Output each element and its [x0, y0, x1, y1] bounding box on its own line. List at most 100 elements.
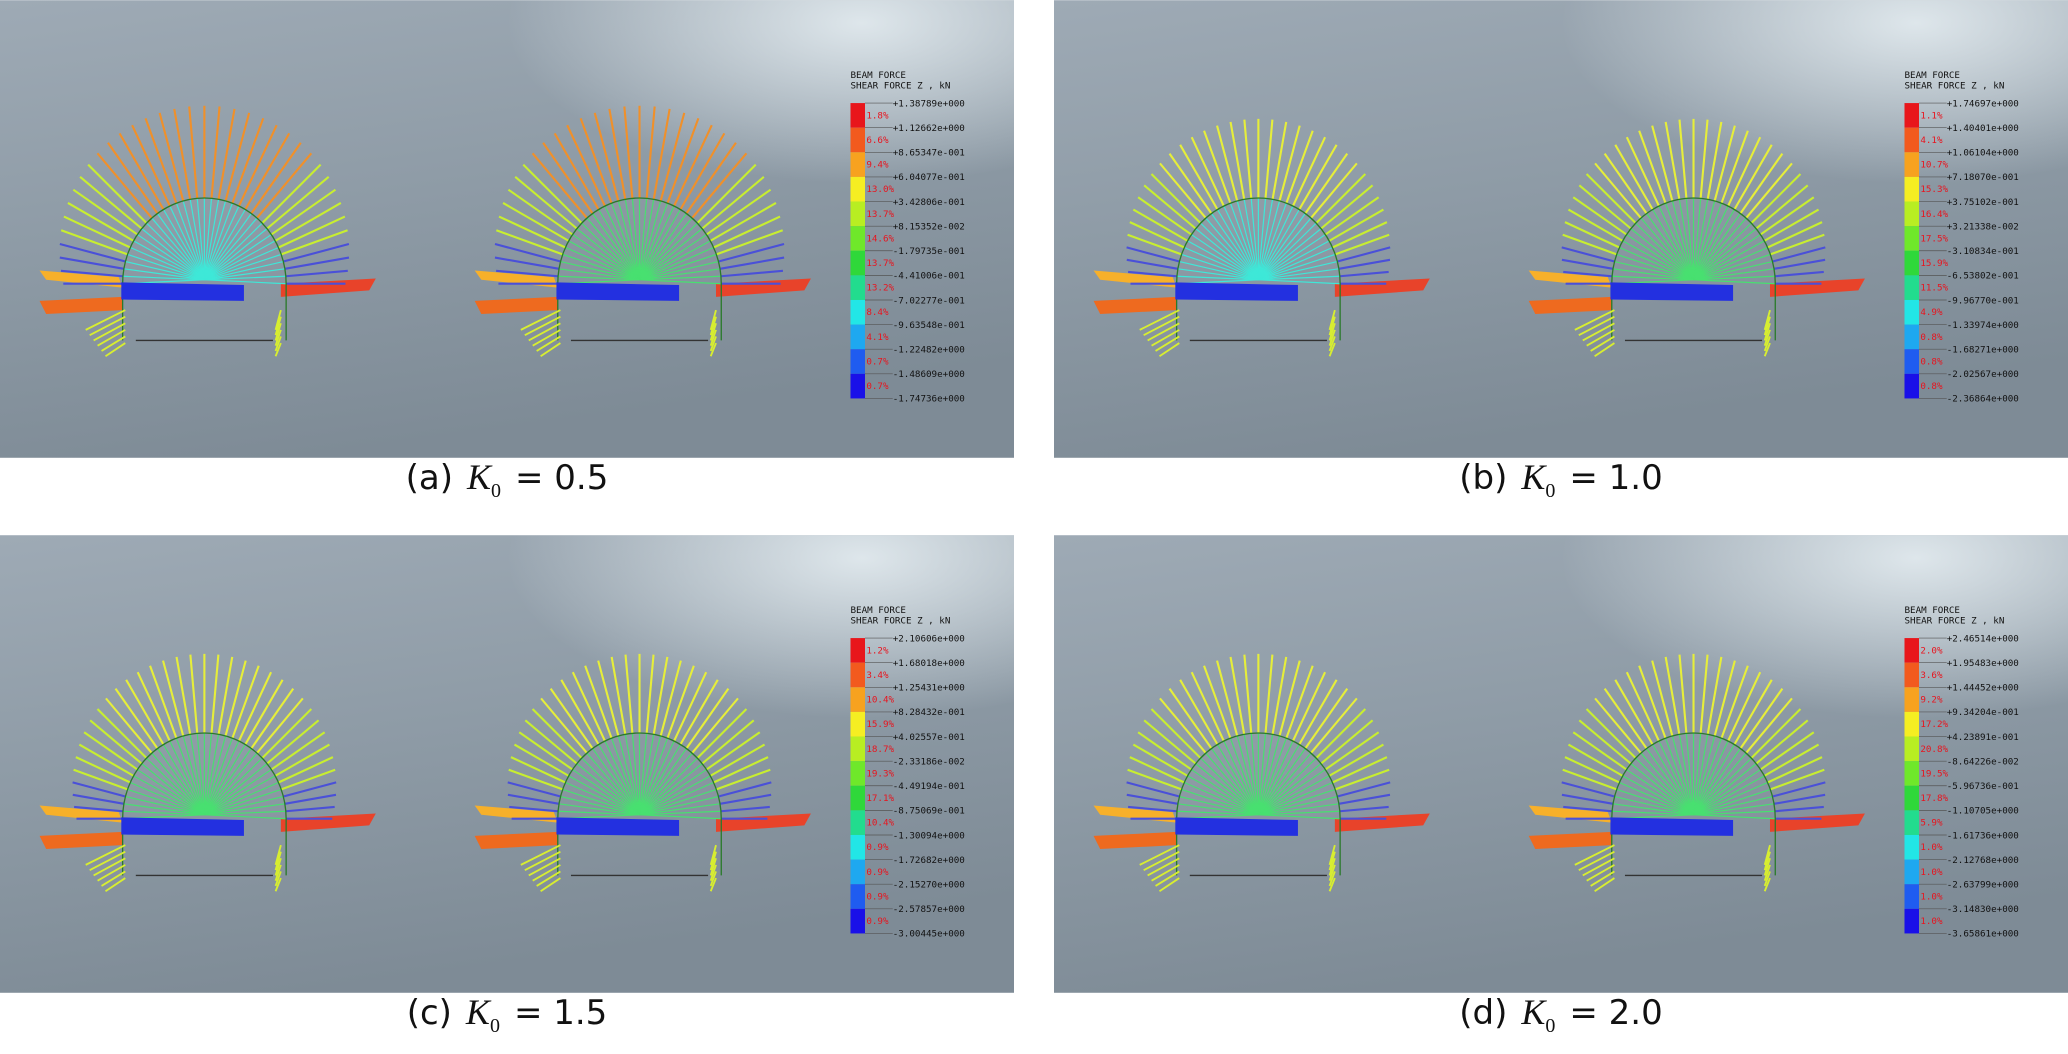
- outer-vector: [1767, 221, 1823, 249]
- legend-level: -1.68271e+000: [1947, 345, 2019, 356]
- outer-vector: [531, 708, 583, 759]
- inner-vector: [204, 240, 276, 281]
- inner-vector: [1243, 734, 1259, 815]
- inner-vector: [1250, 198, 1259, 280]
- outer-vector: [1727, 136, 1762, 207]
- outer-vector: [691, 152, 748, 219]
- inner-vector: [1685, 733, 1695, 815]
- outer-vector: [217, 656, 234, 735]
- inner-vector: [1200, 222, 1259, 281]
- inner-vector: [1236, 200, 1259, 280]
- inner-vector: [1658, 205, 1695, 281]
- outer-vector: [679, 679, 719, 746]
- outer-vector: [72, 188, 139, 236]
- inner-vector: [1257, 217, 1312, 281]
- inner-vector: [1257, 199, 1274, 280]
- inner-vector: [1258, 769, 1326, 816]
- inner-vector: [204, 803, 285, 816]
- outer-vector: [1332, 221, 1388, 249]
- outer-vector: [73, 768, 128, 791]
- legend-title: SHEAR FORCE Z , kN: [1904, 616, 2004, 627]
- inner-vector: [151, 217, 205, 281]
- outer-vector: [1243, 119, 1253, 199]
- outer-vector: [659, 112, 686, 202]
- outer-vector: [1750, 708, 1802, 759]
- legend-percent: 1.2%: [866, 645, 889, 656]
- inner-vector: [1693, 803, 1775, 816]
- inner-vector: [203, 200, 227, 280]
- caption: (b) K0 = 1.0: [1054, 457, 2068, 511]
- inner-vector: [1179, 795, 1259, 816]
- legend-percent: 15.9%: [866, 719, 894, 730]
- inner-vector: [204, 814, 287, 820]
- outer-vector: [1759, 196, 1815, 236]
- outer-vector: [1727, 671, 1762, 742]
- lower-vector: [1763, 871, 1771, 887]
- legend-percent: 1.8%: [866, 110, 889, 121]
- outer-vector: [1298, 144, 1338, 211]
- inner-vector: [1257, 752, 1312, 816]
- inner-vector: [1257, 735, 1281, 815]
- lower-vector: [1328, 316, 1336, 336]
- legend-percent: 9.4%: [866, 160, 889, 171]
- legend-level: +2.46514e+000: [1947, 633, 2019, 644]
- legend-level: -8.75069e-001: [893, 806, 965, 817]
- lower-vector: [1328, 871, 1336, 887]
- inner-vector: [1693, 795, 1773, 816]
- inner-vector: [1258, 268, 1339, 281]
- outer-vector: [136, 671, 171, 742]
- outer-vector: [1310, 697, 1358, 754]
- outer-vector: [79, 176, 143, 230]
- legend-level: +8.15352e-002: [893, 221, 965, 232]
- lower-vector: [1574, 309, 1615, 331]
- outer-vector: [1203, 665, 1232, 739]
- inner-vector: [130, 781, 205, 816]
- legend-level: +2.10606e+000: [893, 633, 965, 644]
- outer-vector: [701, 176, 765, 230]
- inner-vector: [203, 205, 240, 281]
- inner-vector: [1257, 744, 1300, 816]
- legend-cell: [1904, 859, 1919, 885]
- inner-vector: [1693, 246, 1768, 281]
- lower-vector: [1328, 329, 1336, 346]
- outer-vector: [1572, 731, 1628, 771]
- inner-vector: [1685, 198, 1695, 280]
- inner-vector: [189, 734, 205, 815]
- inner-vector: [203, 217, 258, 281]
- legend-level: -3.00445e+000: [893, 929, 965, 940]
- inner-vector: [1258, 803, 1339, 816]
- outer-vector: [270, 188, 337, 236]
- outer-vector: [1713, 660, 1736, 737]
- inner-vector: [639, 788, 717, 816]
- outer-vector: [652, 108, 671, 200]
- outer-vector: [149, 665, 178, 739]
- lower-vector: [709, 316, 717, 336]
- inner-vector: [598, 744, 641, 816]
- inner-vector: [146, 757, 205, 816]
- inner-vector: [204, 228, 268, 281]
- outer-vector: [1767, 756, 1823, 784]
- legend-cell: [1904, 687, 1919, 712]
- inner-vector: [1693, 744, 1735, 816]
- inner-vector: [1257, 734, 1274, 815]
- lower-vector: [1578, 850, 1615, 871]
- outer-vector: [709, 202, 777, 242]
- legend-percent: 9.2%: [1920, 695, 1943, 706]
- outer-vector: [659, 660, 682, 737]
- lower-vector: [274, 316, 282, 336]
- legend-percent: 1.0%: [1920, 916, 1943, 927]
- outer-vector: [1320, 184, 1374, 230]
- lower-vector: [274, 877, 282, 892]
- lower-vector: [85, 844, 126, 866]
- inner-vector: [133, 775, 205, 816]
- inner-vector: [1223, 205, 1259, 281]
- outer-vector: [1699, 119, 1709, 199]
- inner-vector: [122, 810, 205, 816]
- outer-vector: [256, 697, 304, 754]
- inner-vector: [1646, 748, 1695, 816]
- outer-vector: [1603, 687, 1648, 750]
- outer-vector: [1651, 125, 1674, 202]
- lower-vector: [1594, 342, 1615, 358]
- inner-vector: [639, 228, 703, 281]
